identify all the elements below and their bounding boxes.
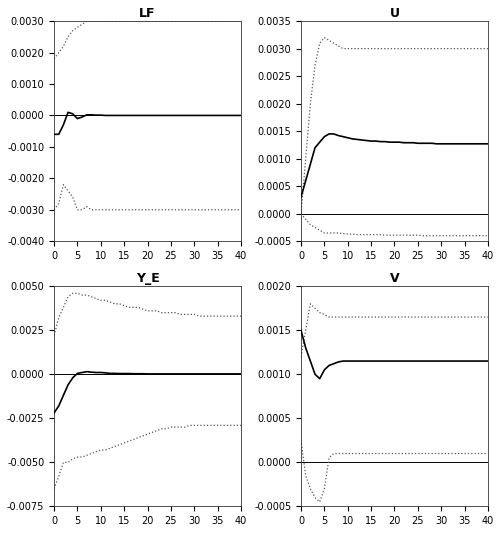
Title: LF: LF: [139, 7, 156, 20]
Title: U: U: [389, 7, 399, 20]
Title: Y_E: Y_E: [136, 272, 159, 285]
Title: V: V: [390, 272, 399, 285]
